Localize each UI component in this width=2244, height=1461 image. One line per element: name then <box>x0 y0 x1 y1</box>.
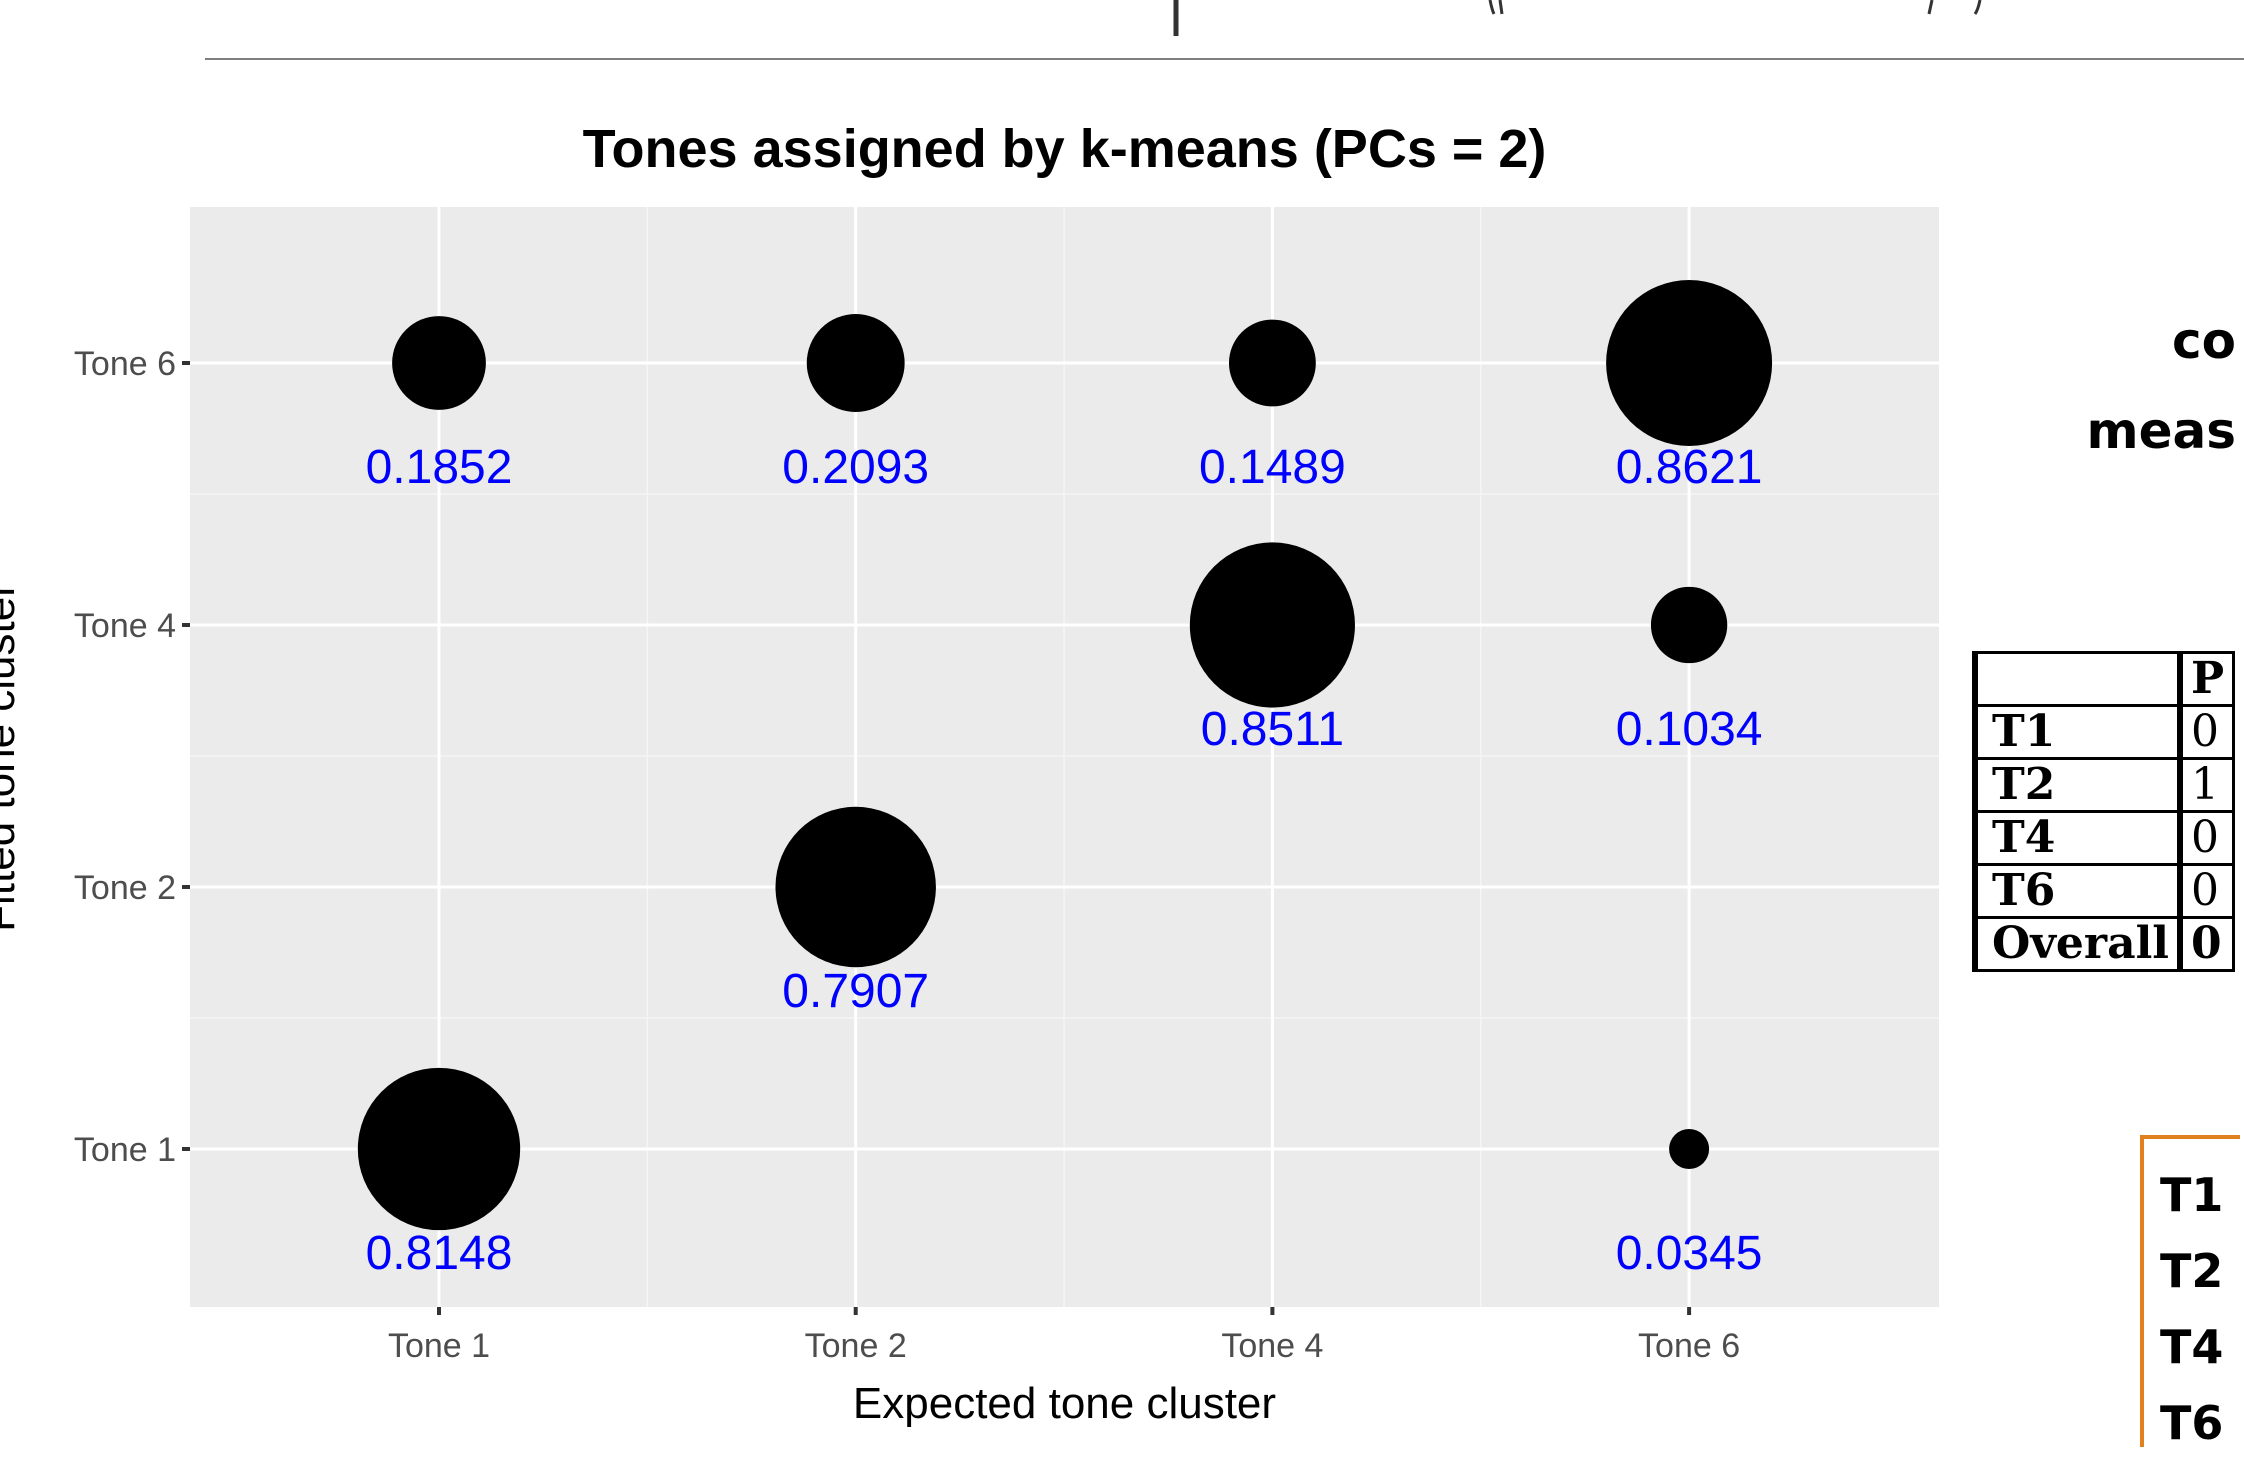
table-cell: Overall <box>1971 916 2184 972</box>
y-tick-label: Tone 1 <box>74 1131 176 1169</box>
bubble-point <box>1189 542 1355 708</box>
bubble-point <box>775 806 936 968</box>
table-cell: 0 <box>2178 704 2236 760</box>
table-cell: P <box>2178 651 2236 707</box>
bubble-point <box>1228 319 1316 407</box>
table-cell: 1 <box>2178 757 2236 813</box>
bubble-value-label: 0.8621 <box>1616 441 1763 494</box>
side-heading: co meas <box>2086 296 2236 476</box>
header-divider <box>205 58 2244 60</box>
bubble-point <box>1606 280 1773 446</box>
table-row: T6 0 <box>1971 863 2236 919</box>
x-tick-label: Tone 4 <box>1221 1327 1323 1365</box>
bubble-value-label: 0.1489 <box>1199 441 1346 494</box>
table-cell: T2 <box>1971 757 2184 813</box>
table-row: T1 0 <box>1971 704 2236 760</box>
bubble-value-label: 0.1034 <box>1616 703 1763 756</box>
bubble-value-label: 0.8148 <box>366 1227 513 1280</box>
bubble-point <box>1669 1129 1710 1169</box>
box-line: T1 <box>2160 1168 2224 1222</box>
bubble-value-label: 0.1852 <box>366 441 513 494</box>
bubble-point <box>357 1067 521 1231</box>
x-tick-label: Tone 2 <box>805 1327 907 1365</box>
bubble-point <box>806 314 905 412</box>
highlight-box: T1 T2 T4 T6 <box>2140 1135 2240 1450</box>
chart-title: Tones assigned by k-means (PCs = 2) <box>582 119 1547 179</box>
bubble-value-label: 0.8511 <box>1201 703 1344 756</box>
table-cell: T6 <box>1971 863 2184 919</box>
table-cell: 0 <box>2178 863 2236 919</box>
bubble-point <box>1650 586 1728 664</box>
table-row: T2 1 <box>1971 757 2236 813</box>
bubble-point <box>392 316 486 410</box>
y-tick-label: Tone 6 <box>74 345 176 383</box>
y-tick-label: Tone 2 <box>74 869 176 907</box>
bubble-value-label: 0.7907 <box>782 965 929 1018</box>
side-heading-line: meas <box>2086 402 2236 460</box>
bubble-value-label: 0.0345 <box>1616 1227 1763 1280</box>
y-tick-label: Tone 4 <box>74 607 176 645</box>
table-header-row: P <box>1971 651 2236 707</box>
table-row: Overall 0 <box>1971 916 2236 972</box>
x-tick-label: Tone 1 <box>388 1327 490 1365</box>
side-heading-line: co <box>2172 312 2236 370</box>
table-cell: T1 <box>1971 704 2184 760</box>
x-axis-title: Expected tone cluster <box>853 1379 1276 1428</box>
x-tick-label: Tone 6 <box>1638 1327 1740 1365</box>
table-cell: 0 <box>2178 916 2236 972</box>
table-cell <box>1971 651 2184 707</box>
table-cell: T4 <box>1971 810 2184 866</box>
box-line: T4 <box>2160 1320 2224 1374</box>
table-cell: 0 <box>2178 810 2236 866</box>
box-line: T6 <box>2160 1396 2224 1450</box>
table-row: T4 0 <box>1971 810 2236 866</box>
bubble-value-label: 0.2093 <box>782 441 929 494</box>
box-line: T2 <box>2160 1244 2224 1298</box>
cropped-header-fragment <box>1173 0 1982 36</box>
y-axis-title: Fitted tone cluster <box>0 582 24 932</box>
results-table: P T1 0 T2 1 T4 0 T6 0 Overall 0 <box>1971 651 2236 972</box>
